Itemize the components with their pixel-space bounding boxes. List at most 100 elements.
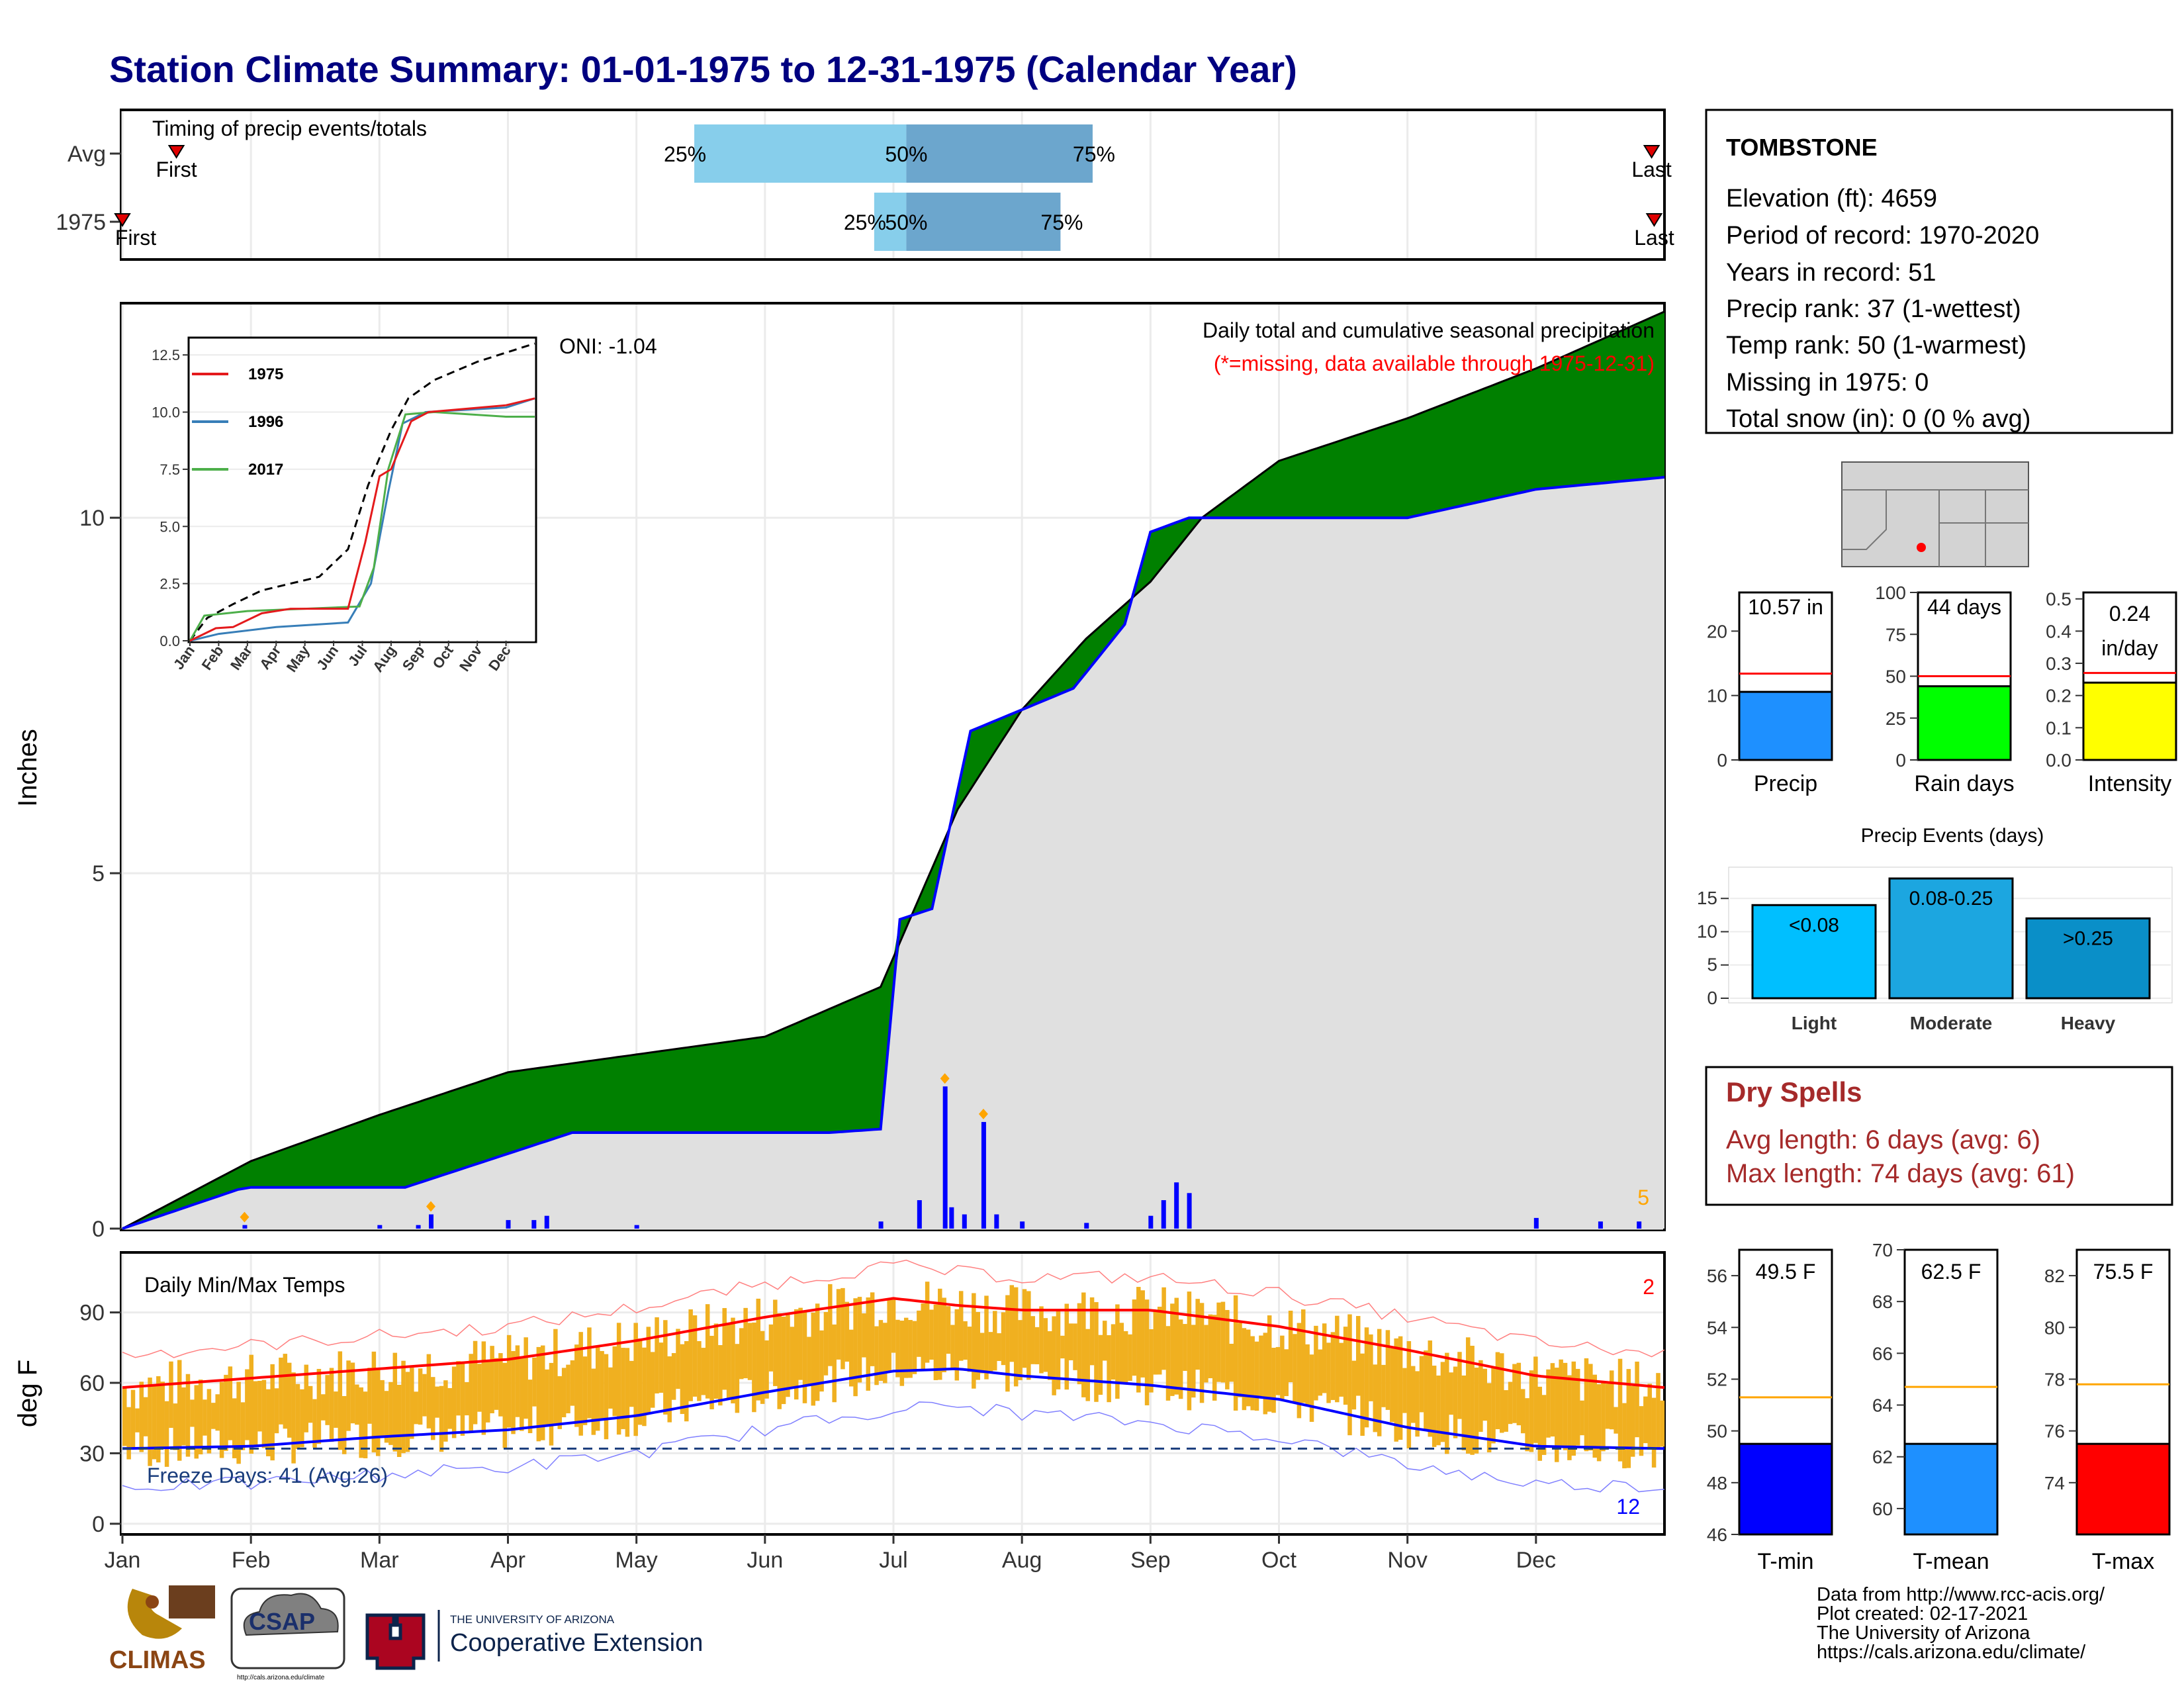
daily-temp-bar xyxy=(401,1360,406,1454)
timing-row-label: Avg xyxy=(68,142,106,167)
daily-temp-bar xyxy=(836,1289,841,1360)
daily-temp-bar xyxy=(270,1364,275,1461)
daily-temp-bar xyxy=(637,1338,643,1425)
daily-temp-bar xyxy=(135,1408,140,1432)
daily-temp-bar xyxy=(1364,1327,1369,1428)
daily-temp-bar xyxy=(164,1401,169,1467)
daily-temp-bar xyxy=(388,1382,393,1445)
daily-temp-bar xyxy=(359,1387,363,1458)
daily-temp-bar xyxy=(1212,1315,1217,1401)
precip-event-bar xyxy=(2025,917,2151,1000)
events-y-tick: 0 xyxy=(1707,988,1717,1008)
avg-max-temp-line xyxy=(122,1297,1665,1389)
daily-temp-bar xyxy=(1546,1369,1551,1438)
gauge-tick-label: 100 xyxy=(1875,583,1906,603)
daily-temp-bar xyxy=(469,1354,473,1432)
inset-y-tick: 12.5 xyxy=(152,347,180,363)
logos: CLIMAS CSAP http://cals.arizona.edu/clim… xyxy=(109,1585,703,1681)
daily-temp-bar xyxy=(819,1330,824,1392)
daily-temp-bar xyxy=(405,1372,410,1452)
daily-temp-bar xyxy=(1280,1335,1285,1399)
daily-temp-bar xyxy=(988,1332,993,1373)
daily-temp-bar xyxy=(899,1321,905,1386)
footer-line: Plot created: 02-17-2021 xyxy=(1817,1603,2028,1624)
daily-temp-bar xyxy=(1385,1330,1390,1410)
daily-temp-bar xyxy=(520,1357,524,1431)
daily-temp-bar xyxy=(1491,1366,1496,1444)
daily-temp-bar xyxy=(363,1391,368,1458)
daily-precip-bar xyxy=(1174,1182,1179,1229)
daily-temp-bar xyxy=(1474,1368,1479,1454)
month-label: Jun xyxy=(747,1548,783,1573)
daily-temp-bar xyxy=(1402,1368,1407,1413)
daily-temp-bar xyxy=(338,1351,343,1450)
daily-temp-bar xyxy=(718,1345,723,1406)
station-line: Elevation (ft): 4659 xyxy=(1726,185,1937,212)
daily-precip-bar xyxy=(1187,1193,1192,1229)
gauge-value-bar xyxy=(1738,690,1833,761)
temp-gauge-tick-label: 54 xyxy=(1707,1317,1727,1338)
daily-temp-bar xyxy=(545,1369,549,1425)
temp-series xyxy=(122,1259,1665,1493)
footer-credits: Data from http://www.rcc-acis.org/ Plot … xyxy=(1817,1584,2105,1663)
daily-precip-bar xyxy=(878,1221,884,1229)
temp-gauge-tick-label: 46 xyxy=(1707,1524,1727,1545)
daily-temp-bar xyxy=(794,1309,799,1400)
daily-temp-bar xyxy=(515,1345,520,1417)
daily-temp-bar xyxy=(1567,1375,1572,1460)
daily-temp-bar xyxy=(561,1368,567,1417)
daily-precip-bar xyxy=(994,1214,999,1229)
daily-precip-bar xyxy=(981,1121,986,1229)
daily-precip-bar xyxy=(1598,1221,1603,1229)
daily-temp-bar xyxy=(1318,1349,1323,1396)
daily-temp-bar xyxy=(1584,1358,1589,1452)
daily-temp-bar xyxy=(1068,1323,1073,1360)
daily-temp-bar xyxy=(1297,1323,1302,1419)
daily-temp-bar xyxy=(236,1382,241,1464)
inset-average-line xyxy=(189,342,535,641)
gauge-value-bar xyxy=(2082,681,2177,761)
daily-temp-bar xyxy=(616,1323,621,1435)
daily-temp-bar xyxy=(1470,1345,1475,1455)
daily-temp-bar xyxy=(1153,1310,1158,1375)
daily-temp-bar xyxy=(261,1380,267,1448)
timing-bar-q2 xyxy=(906,193,1061,251)
gauge-tick-label: 25 xyxy=(1886,708,1906,729)
daily-temp-bar xyxy=(1651,1397,1657,1468)
daily-temp-bar xyxy=(1013,1287,1019,1387)
record-max-line xyxy=(122,1259,1665,1358)
daily-temp-bar xyxy=(211,1403,216,1429)
daily-temp-bar xyxy=(245,1369,250,1440)
daily-temp-bar xyxy=(1617,1358,1623,1462)
daily-temp-bar xyxy=(283,1354,288,1429)
daily-temp-bar xyxy=(692,1315,698,1397)
daily-temp-bar xyxy=(671,1353,676,1400)
daily-temp-bar xyxy=(1495,1352,1500,1430)
daily-temp-bar xyxy=(1525,1398,1529,1452)
daily-temp-bar xyxy=(1335,1315,1340,1403)
gauge-tick-label: 0.4 xyxy=(2046,621,2071,641)
daily-temp-bar xyxy=(435,1386,439,1418)
daily-temp-bar xyxy=(1339,1342,1343,1397)
summary-gauges: 0 10 20 10.57 in Precip 0 25 50 75 100 44 days Rain… xyxy=(1707,583,2177,796)
daily-temp-bar xyxy=(1356,1315,1361,1396)
daily-temp-bar xyxy=(447,1387,453,1429)
daily-precip-bar xyxy=(506,1220,511,1229)
daily-temp-bar xyxy=(481,1341,486,1435)
dry-spells-title: Dry Spells xyxy=(1726,1076,1862,1107)
daily-temp-bar xyxy=(532,1357,537,1407)
csap-url: http://cals.arizona.edu/climate xyxy=(237,1674,325,1681)
daily-temp-bar xyxy=(1440,1362,1445,1442)
daily-precip-bar xyxy=(242,1225,248,1229)
daily-temp-bar xyxy=(1005,1295,1010,1392)
daily-temp-bar xyxy=(578,1332,583,1436)
daily-temp-bar xyxy=(274,1388,279,1434)
inset-2017-line xyxy=(189,410,535,641)
daily-temp-bar xyxy=(587,1327,592,1419)
daily-temp-bar xyxy=(574,1344,579,1427)
daily-temp-bar xyxy=(1614,1407,1618,1434)
temp-gauge-value-bar xyxy=(1738,1442,1833,1536)
timing-q50-label: 50% xyxy=(885,211,927,234)
daily-temp-bar xyxy=(1305,1344,1310,1406)
daily-temp-bar xyxy=(582,1356,588,1425)
